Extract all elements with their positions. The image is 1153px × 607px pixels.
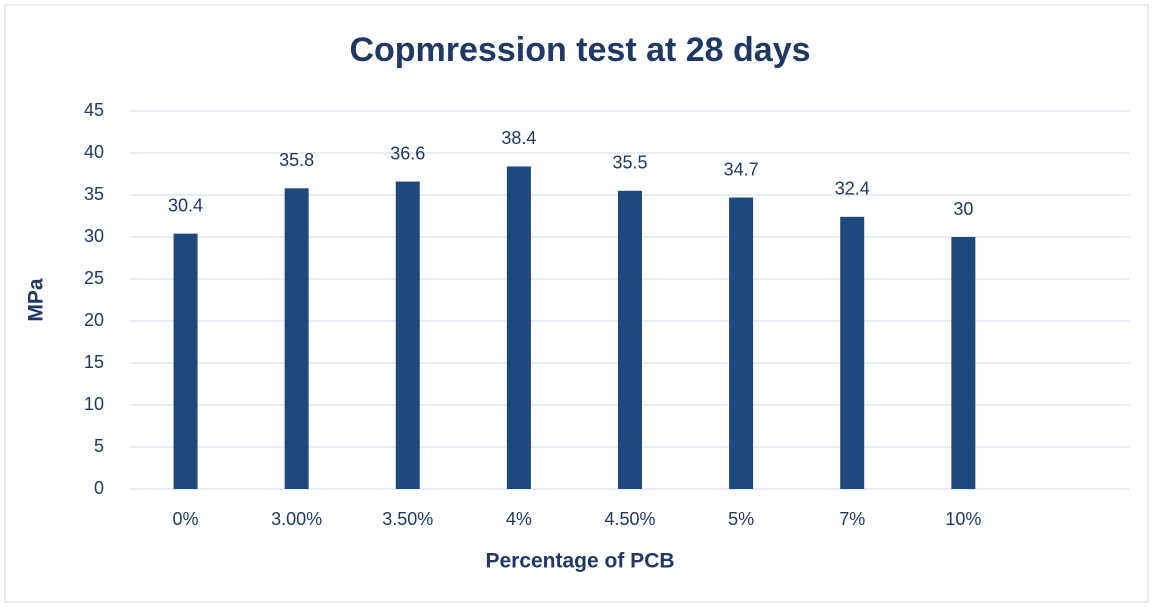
bar [951, 237, 976, 489]
data-label: 30 [953, 199, 973, 219]
x-axis-title: Percentage of PCB [485, 550, 674, 573]
bar [506, 166, 531, 489]
y-tick-label: 35 [84, 184, 104, 204]
y-tick-label: 20 [84, 310, 104, 330]
y-tick-label: 45 [84, 100, 104, 120]
chart-title: Copmression test at 28 days [349, 31, 810, 69]
x-tick-label: 0% [173, 509, 199, 529]
bar [395, 181, 420, 489]
data-label: 34.7 [724, 159, 759, 179]
x-tick-label: 3.00% [271, 509, 322, 529]
y-tick-label: 5 [94, 436, 104, 456]
y-tick-label: 25 [84, 268, 104, 288]
y-tick-label: 40 [84, 142, 104, 162]
data-label: 35.5 [612, 153, 647, 173]
y-tick-label: 0 [94, 478, 104, 498]
bar [284, 188, 309, 489]
data-label: 32.4 [835, 179, 870, 199]
y-axis-title: MPa [25, 278, 48, 322]
x-tick-label: 7% [839, 509, 865, 529]
y-tick-label: 10 [84, 394, 104, 414]
data-label: 38.4 [501, 128, 536, 148]
bar [729, 197, 754, 489]
data-label: 35.8 [279, 150, 314, 170]
data-label: 30.4 [168, 195, 203, 215]
x-tick-label: 4% [506, 509, 532, 529]
y-tick-label: 15 [84, 352, 104, 372]
y-tick-label: 30 [84, 226, 104, 246]
bar [173, 233, 198, 489]
data-label: 36.6 [390, 143, 425, 163]
x-tick-label: 5% [728, 509, 754, 529]
x-tick-label: 3.50% [382, 509, 433, 529]
x-tick-label: 10% [945, 509, 981, 529]
bar [840, 216, 865, 489]
bar [618, 190, 642, 490]
x-tick-label: 4.50% [604, 509, 655, 529]
